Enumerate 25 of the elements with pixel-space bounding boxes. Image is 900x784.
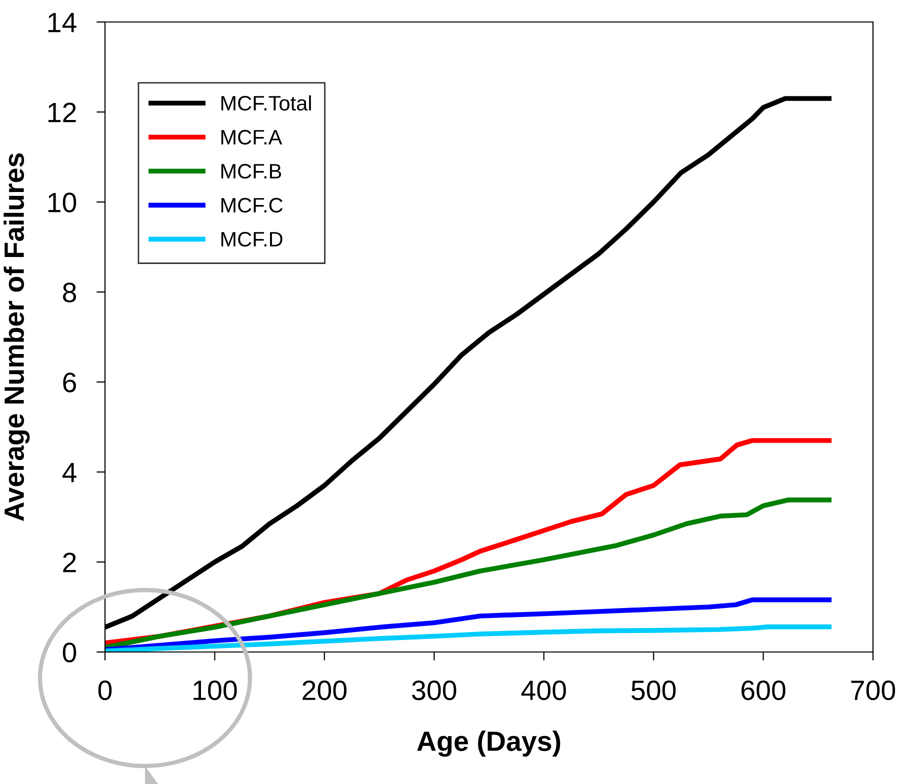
x-tick-label: 500 <box>632 680 676 700</box>
y-tick-label: 10 <box>48 192 76 212</box>
y-tick-label: 4 <box>62 462 76 482</box>
x-tick-label: 400 <box>521 680 566 700</box>
x-axis-title: Age (Days) <box>417 730 560 757</box>
x-tick-label: 200 <box>302 680 347 700</box>
y-axis-title: Average Number of Failures <box>4 153 30 522</box>
line-series <box>105 624 832 652</box>
y-tick-label: 14 <box>48 12 76 32</box>
x-tick-label: 700 <box>851 680 896 700</box>
y-tick-label: 6 <box>63 372 76 392</box>
x-tick-label: 300 <box>412 680 456 700</box>
legend-label: MCF.C <box>221 198 283 213</box>
x-tick-label: 100 <box>194 680 237 700</box>
legend-label: MCF.Total <box>221 95 311 111</box>
y-tick-label: 8 <box>62 282 76 302</box>
legend-label: MCF.B <box>221 164 282 179</box>
x-tick-label: 0 <box>98 680 112 700</box>
legend-label: MCF.D <box>221 232 282 247</box>
line-series <box>105 497 832 650</box>
y-tick-label: 12 <box>48 102 76 122</box>
y-tick-label: 0 <box>62 642 76 662</box>
y-tick-label: 2 <box>63 552 76 572</box>
legend-label: MCF.A <box>221 130 282 145</box>
x-tick-label: 600 <box>742 680 786 700</box>
